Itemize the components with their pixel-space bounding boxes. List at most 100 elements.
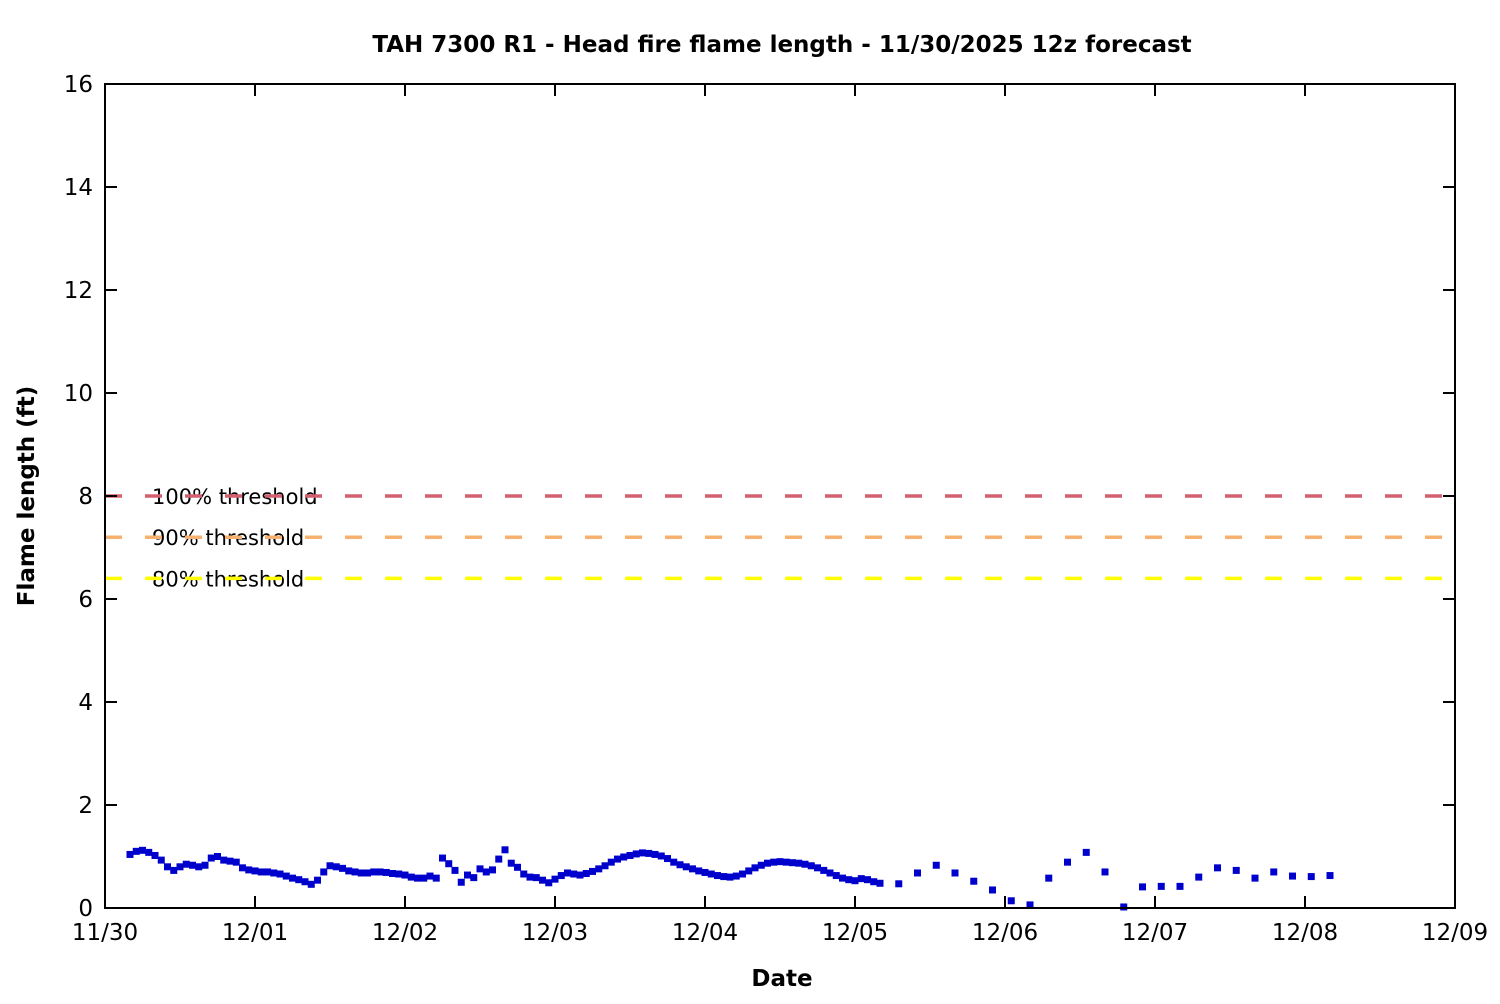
data-point bbox=[220, 856, 228, 864]
x-tick-label: 12/05 bbox=[822, 920, 888, 946]
y-tick-label: 8 bbox=[78, 484, 93, 510]
data-point bbox=[707, 870, 715, 878]
data-point bbox=[139, 846, 147, 854]
data-point bbox=[720, 873, 728, 881]
y-tick-label: 6 bbox=[78, 587, 93, 613]
data-point bbox=[476, 865, 484, 873]
data-point bbox=[364, 869, 372, 877]
data-point bbox=[1307, 873, 1315, 881]
data-point bbox=[307, 880, 315, 888]
y-tick-label: 10 bbox=[64, 381, 93, 407]
data-point bbox=[420, 874, 428, 882]
data-point bbox=[1045, 874, 1053, 882]
data-point bbox=[257, 868, 265, 876]
data-point bbox=[782, 858, 790, 866]
data-point bbox=[745, 867, 753, 875]
data-point bbox=[232, 858, 240, 866]
data-point bbox=[614, 855, 622, 863]
data-point bbox=[245, 866, 253, 874]
data-point bbox=[326, 862, 334, 870]
data-point bbox=[157, 856, 165, 864]
data-point bbox=[426, 872, 434, 880]
data-point bbox=[339, 864, 347, 872]
threshold-lines bbox=[105, 494, 1455, 581]
data-point bbox=[839, 874, 847, 882]
data-point bbox=[264, 868, 272, 876]
data-point bbox=[401, 871, 409, 879]
data-point bbox=[645, 849, 653, 857]
data-point bbox=[482, 868, 490, 876]
data-point bbox=[395, 870, 403, 878]
data-point bbox=[182, 860, 190, 868]
x-tick-label: 12/04 bbox=[672, 920, 738, 946]
data-point bbox=[457, 878, 465, 886]
data-point bbox=[701, 868, 709, 876]
data-point bbox=[914, 869, 922, 877]
data-point bbox=[851, 877, 859, 885]
data-point bbox=[251, 867, 259, 875]
x-tick-label: 12/06 bbox=[972, 920, 1038, 946]
data-point bbox=[1120, 903, 1128, 911]
data-point bbox=[376, 868, 384, 876]
data-point bbox=[1326, 872, 1334, 880]
x-tick-label: 12/08 bbox=[1272, 920, 1338, 946]
data-point bbox=[520, 870, 528, 878]
y-tick-label: 0 bbox=[78, 896, 93, 922]
data-point bbox=[732, 872, 740, 880]
data-point bbox=[626, 851, 634, 859]
data-point bbox=[1007, 897, 1015, 905]
data-point bbox=[664, 855, 672, 863]
y-tick-label: 12 bbox=[64, 278, 93, 304]
data-point bbox=[532, 874, 540, 882]
data-point bbox=[276, 870, 284, 878]
data-point bbox=[270, 869, 278, 877]
y-tick-label: 14 bbox=[64, 175, 93, 201]
data-point bbox=[657, 852, 665, 860]
data-point bbox=[470, 874, 478, 882]
data-point bbox=[545, 879, 553, 887]
data-point bbox=[132, 847, 140, 855]
data-point bbox=[464, 871, 472, 879]
data-point bbox=[1251, 874, 1259, 882]
data-point bbox=[495, 855, 503, 863]
data-point bbox=[164, 863, 172, 871]
data-point bbox=[357, 869, 365, 877]
data-point bbox=[332, 863, 340, 871]
data-point bbox=[439, 854, 447, 862]
x-tick-label: 12/03 bbox=[522, 920, 588, 946]
data-point bbox=[951, 869, 959, 877]
data-point bbox=[551, 875, 559, 883]
data-point bbox=[176, 863, 184, 871]
data-point bbox=[370, 868, 378, 876]
data-point bbox=[676, 861, 684, 869]
data-point bbox=[382, 868, 390, 876]
data-point bbox=[189, 861, 197, 869]
data-point bbox=[1176, 882, 1184, 890]
data-point bbox=[807, 862, 815, 870]
data-point bbox=[601, 862, 609, 870]
data-point bbox=[989, 886, 997, 894]
data-point bbox=[201, 861, 209, 869]
data-point bbox=[1026, 901, 1034, 909]
data-point bbox=[282, 872, 290, 880]
data-point bbox=[589, 867, 597, 875]
data-point bbox=[126, 850, 134, 858]
data-point bbox=[214, 853, 222, 860]
data-point bbox=[145, 848, 153, 856]
data-point bbox=[1064, 858, 1072, 866]
data-point bbox=[770, 858, 778, 866]
data-point bbox=[195, 863, 203, 871]
data-point bbox=[1082, 848, 1090, 856]
data-point bbox=[651, 850, 659, 858]
data-point bbox=[1270, 868, 1278, 876]
data-point bbox=[932, 861, 940, 869]
data-point bbox=[1101, 868, 1109, 876]
x-axis-label: Date bbox=[751, 966, 812, 992]
data-point bbox=[970, 877, 978, 885]
data-point bbox=[751, 864, 759, 872]
data-point bbox=[557, 872, 565, 880]
data-point bbox=[689, 865, 697, 873]
data-point bbox=[820, 866, 828, 874]
data-point bbox=[801, 860, 809, 868]
